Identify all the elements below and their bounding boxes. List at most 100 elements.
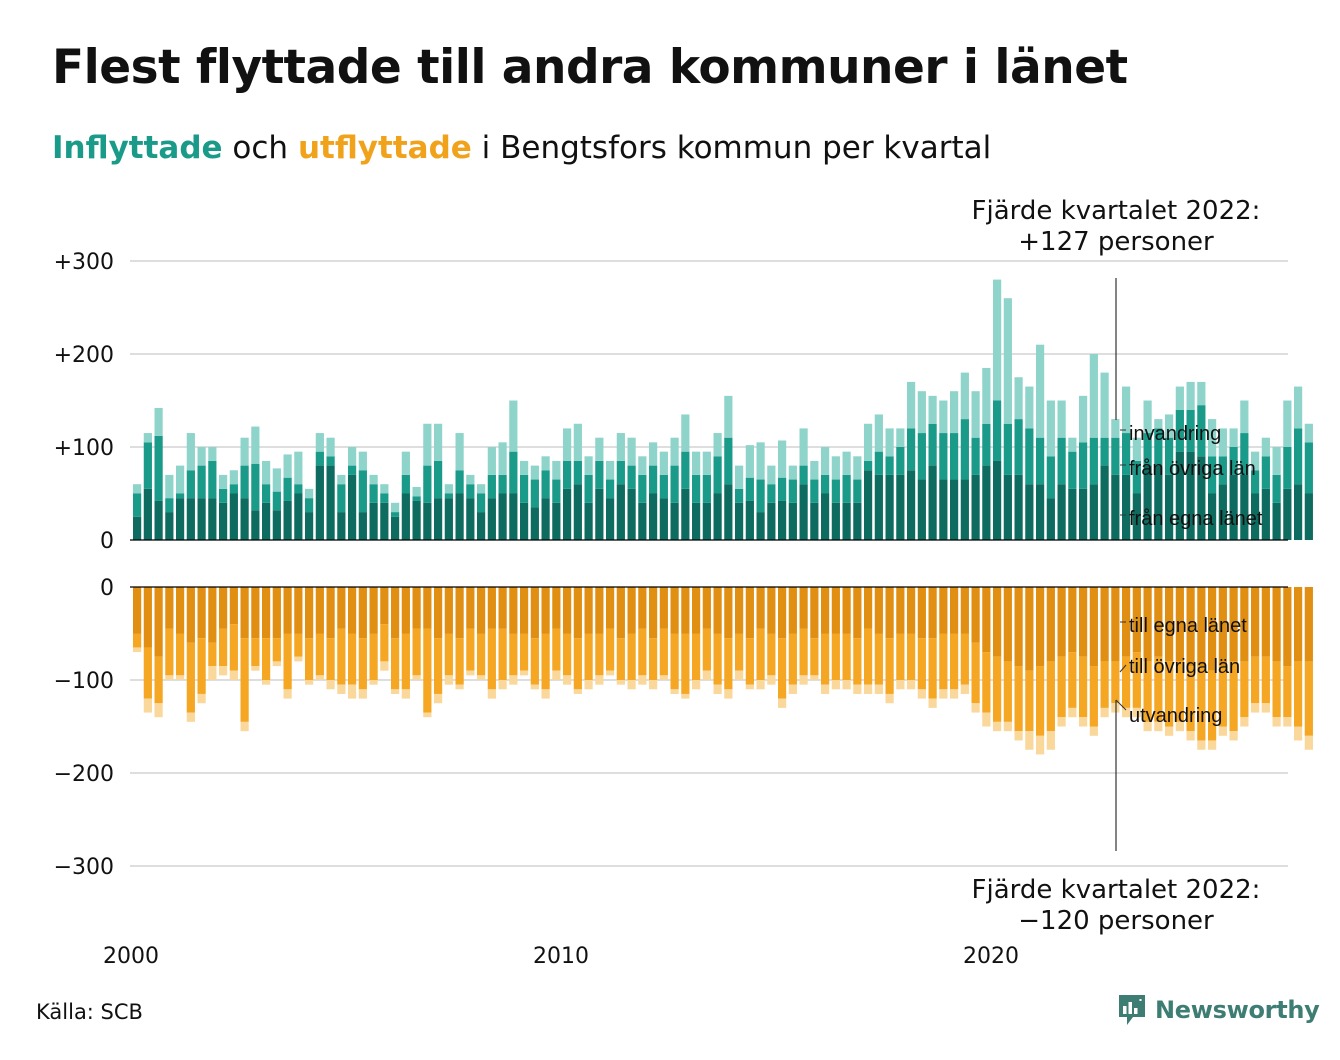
bar-in-0-70 [885,474,894,540]
bar-out-2-50 [670,689,679,694]
bar-in-0-64 [821,493,830,540]
bar-in-2-78 [971,391,980,438]
bar-out-1-42 [584,633,593,680]
bar-in-2-7 [208,447,217,461]
y-tick-top-200: +200 [54,343,114,368]
bar-in-0-51 [681,488,690,540]
bar-in-0-65 [831,502,840,540]
bar-out-0-79 [982,587,991,653]
bar-out-2-17 [315,675,324,680]
bar-in-1-75 [939,433,948,480]
bar-in-1-71 [896,447,905,475]
bar-out-2-53 [702,670,711,680]
bar-out-0-54 [713,587,722,634]
bar-in-2-22 [369,474,378,485]
bar-in-0-75 [939,479,948,540]
bar-out-0-23 [380,587,389,625]
bar-in-0-15 [294,493,303,540]
bar-out-2-1 [143,698,152,713]
bar-in-2-95 [1154,419,1163,429]
bar-out-1-50 [670,633,679,690]
bar-in-1-100 [1208,456,1217,494]
bar-out-1-5 [186,642,195,713]
bar-out-0-35 [509,587,518,634]
bar-out-0-47 [638,587,647,629]
brand-logo[interactable]: Newsworthy [1117,993,1320,1027]
bar-in-1-95 [1154,428,1163,466]
bar-in-1-48 [649,465,658,494]
bar-out-1-60 [778,638,787,699]
bar-in-2-103 [1240,400,1249,434]
bar-in-2-32 [477,484,486,494]
bar-in-0-66 [842,502,851,540]
bar-out-0-60 [778,587,787,639]
bar-in-2-59 [767,465,776,485]
bar-out-2-6 [197,693,206,704]
bar-in-1-54 [713,456,722,494]
bar-in-2-5 [186,433,195,471]
bar-in-2-19 [337,474,346,485]
bar-in-0-43 [595,488,604,540]
bar-in-2-92 [1122,386,1131,434]
bar-out-1-0 [133,633,142,648]
y-tick-top-300: +300 [54,250,114,275]
bar-in-2-94 [1143,400,1152,434]
brand-name: Newsworthy [1155,996,1320,1024]
bar-in-1-36 [520,474,529,503]
bar-out-1-101 [1218,666,1227,727]
bar-in-1-13 [272,491,281,511]
bar-out-2-21 [358,689,367,699]
bar-in-2-101 [1218,428,1227,457]
bar-in-1-89 [1089,437,1098,485]
bar-out-2-40 [563,675,572,685]
bar-in-2-84 [1036,344,1045,438]
bar-out-2-52 [692,680,701,690]
bar-in-0-87 [1068,488,1077,540]
bar-in-1-39 [552,479,561,503]
bar-out-2-105 [1261,703,1270,713]
bar-out-1-6 [197,638,206,694]
bar-in-1-66 [842,474,851,503]
bar-in-0-72 [907,470,916,540]
bar-in-2-37 [530,465,539,480]
bar-in-0-107 [1283,488,1292,540]
bar-in-0-6 [197,498,206,540]
bar-in-1-10 [240,465,249,499]
bar-out-1-102 [1229,661,1238,732]
bar-in-1-74 [928,423,937,466]
bar-out-1-91 [1111,661,1120,704]
bar-in-0-1 [143,488,152,540]
bar-out-1-4 [176,633,185,676]
bar-out-1-64 [821,633,830,685]
bar-in-1-90 [1100,437,1109,466]
bar-out-0-26 [412,587,421,629]
bar-in-1-51 [681,451,690,489]
bar-out-0-16 [305,587,314,639]
bar-out-0-89 [1089,587,1098,667]
bar-out-2-60 [778,698,787,708]
bar-out-0-65 [831,587,840,634]
bar-in-2-58 [756,442,765,480]
bar-in-1-79 [982,423,991,466]
bar-out-0-71 [896,587,905,634]
bar-in-0-85 [1046,498,1055,540]
annotation-top-line1: Fjärde kvartalet 2022: [972,196,1261,226]
bar-in-0-52 [692,502,701,540]
bar-out-0-21 [358,587,367,639]
bar-in-1-65 [831,479,840,503]
bar-in-2-80 [993,279,1002,401]
bar-out-1-48 [649,638,658,680]
bar-in-2-31 [466,474,475,485]
bar-in-0-99 [1197,456,1206,540]
bar-out-2-47 [638,675,647,685]
bar-in-1-109 [1304,442,1313,494]
bar-in-2-54 [713,433,722,457]
bar-out-2-101 [1218,726,1227,736]
bar-in-2-25 [401,451,410,475]
bar-out-2-93 [1132,707,1141,718]
bar-out-1-86 [1057,656,1066,718]
bar-in-2-93 [1132,437,1141,461]
bar-out-0-57 [745,587,754,639]
bar-out-2-56 [735,670,744,680]
bar-out-2-36 [520,670,529,676]
